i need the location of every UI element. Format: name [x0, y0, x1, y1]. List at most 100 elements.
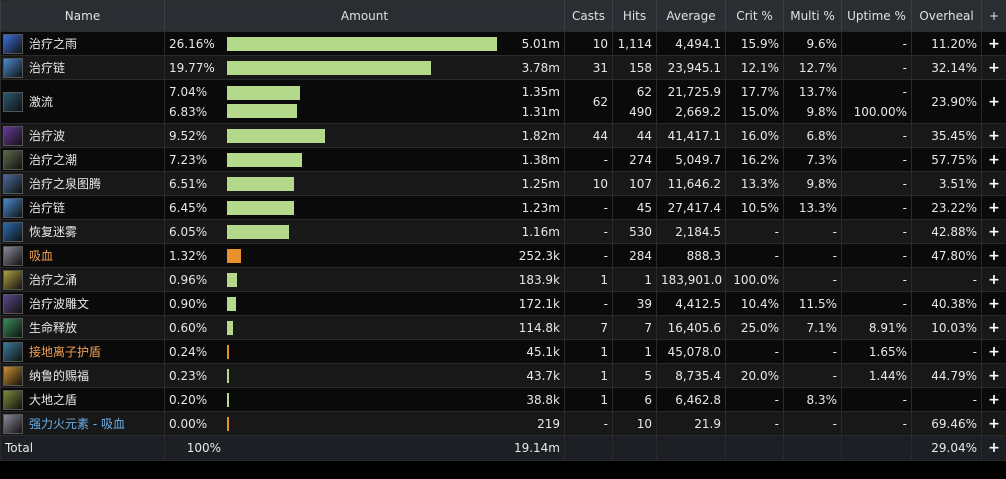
- uptime-cell: -: [841, 243, 912, 268]
- hits-value: 490: [629, 104, 652, 119]
- shield-icon: [3, 341, 23, 362]
- spell-name-cell[interactable]: 治疗波: [0, 123, 165, 148]
- table-row[interactable]: 治疗之泉图腾 6.51% 1.25m 10 107 11,646.2 13.3%…: [0, 171, 1006, 196]
- expand-row-button[interactable]: +: [981, 363, 1006, 388]
- col-average[interactable]: Average: [656, 0, 726, 32]
- expand-row-button[interactable]: +: [981, 339, 1006, 364]
- expand-row-button[interactable]: +: [981, 195, 1006, 220]
- table-row[interactable]: 纳鲁的赐福 0.23% 43.7k 1 5 8,735.4 20.0% - 1.…: [0, 363, 1006, 388]
- table-row[interactable]: 大地之盾 0.20% 38.8k 1 6 6,462.8 - 8.3% - - …: [0, 387, 1006, 412]
- overheal-cell: 40.38%: [911, 291, 982, 316]
- casts-cell: 44: [564, 123, 613, 148]
- percent-value: 0.20%: [169, 392, 208, 407]
- amount-cell: 6.05% 1.16m: [164, 219, 565, 244]
- table-row[interactable]: 强力火元素 - 吸血 0.00% 219 - 10 21.9 - - - 69.…: [0, 411, 1006, 436]
- hits-cell: 62 490: [612, 79, 657, 124]
- amount-cell: 1.32% 252.3k: [164, 243, 565, 268]
- overheal-cell: 23.90%: [911, 79, 982, 124]
- hits-value: 530: [629, 224, 652, 239]
- tide-icon: [3, 149, 23, 170]
- col-overheal[interactable]: Overheal: [911, 0, 982, 32]
- amount-bar: [227, 272, 237, 287]
- rain-icon: [3, 33, 23, 54]
- expand-row-button[interactable]: +: [981, 387, 1006, 412]
- amount-cell: 6.51% 1.25m: [164, 171, 565, 196]
- col-amount[interactable]: Amount: [164, 0, 565, 32]
- riptide-icon: [3, 91, 23, 112]
- expand-row-button[interactable]: +: [981, 291, 1006, 316]
- expand-row-button[interactable]: +: [981, 55, 1006, 80]
- col-crit[interactable]: Crit %: [725, 0, 784, 32]
- spell-name-cell[interactable]: 治疗之潮: [0, 147, 165, 172]
- spell-name-cell[interactable]: 接地离子护盾: [0, 339, 165, 364]
- spell-name-cell[interactable]: 治疗链: [0, 195, 165, 220]
- multi-value: 9.6%: [806, 36, 838, 51]
- multi-cell: -: [783, 339, 842, 364]
- amount-value: 5.01m: [521, 36, 560, 51]
- casts-value: 44: [592, 128, 608, 143]
- spell-name-cell[interactable]: 大地之盾: [0, 387, 165, 412]
- expand-row-button[interactable]: +: [981, 219, 1006, 244]
- table-row[interactable]: 激流 7.04% 6.83% 1.35m 1.31m 62 62 490 21,725…: [0, 79, 1006, 124]
- crit-cell: 15.9%: [725, 31, 784, 56]
- table-row[interactable]: 治疗之涌 0.96% 183.9k 1 1 183,901.0 100.0% -…: [0, 267, 1006, 292]
- table-row[interactable]: 治疗波雕文 0.90% 172.1k - 39 4,412.5 10.4% 11…: [0, 291, 1006, 316]
- earth-shield-icon: [3, 389, 23, 410]
- multi-cell: 11.5%: [783, 291, 842, 316]
- table-row[interactable]: 治疗链 6.45% 1.23m - 45 27,417.4 10.5% 13.3…: [0, 195, 1006, 220]
- expand-row-button[interactable]: +: [981, 123, 1006, 148]
- table-row[interactable]: 治疗链 19.77% 3.78m 31 158 23,945.1 12.1% 1…: [0, 55, 1006, 80]
- crit-cell: 25.0%: [725, 315, 784, 340]
- expand-row-button[interactable]: +: [981, 267, 1006, 292]
- spell-name-cell[interactable]: 治疗之涌: [0, 267, 165, 292]
- spell-name-cell[interactable]: 强力火元素 - 吸血: [0, 411, 165, 436]
- table-row[interactable]: 治疗波 9.52% 1.82m 44 44 41,417.1 16.0% 6.8…: [0, 123, 1006, 148]
- spell-name-cell[interactable]: 治疗之泉图腾: [0, 171, 165, 196]
- spell-name: 治疗之涌: [29, 273, 78, 287]
- col-uptime[interactable]: Uptime %: [841, 0, 912, 32]
- col-casts[interactable]: Casts: [564, 0, 613, 32]
- average-cell: 45,078.0: [656, 339, 726, 364]
- spell-name-cell[interactable]: 生命释放: [0, 315, 165, 340]
- expand-row-button[interactable]: +: [981, 243, 1006, 268]
- hits-value: 1: [644, 344, 652, 359]
- average-value: 21.9: [694, 416, 721, 431]
- expand-row-button[interactable]: +: [981, 171, 1006, 196]
- uptime-cell: 8.91%: [841, 315, 912, 340]
- casts-cell: 1: [564, 267, 613, 292]
- table-row[interactable]: 恢复迷雾 6.05% 1.16m - 530 2,184.5 - - - 42.…: [0, 219, 1006, 244]
- multi-cell: 7.1%: [783, 315, 842, 340]
- average-value: 41,417.1: [667, 128, 721, 143]
- spell-name-cell[interactable]: 恢复迷雾: [0, 219, 165, 244]
- uptime-cell: -: [841, 291, 912, 316]
- average-cell: 2,184.5: [656, 219, 726, 244]
- hits-cell: 530: [612, 219, 657, 244]
- average-value: 23,945.1: [667, 60, 721, 75]
- col-name[interactable]: Name: [0, 0, 165, 32]
- percent-value: 1.32%: [169, 248, 208, 263]
- spell-name-cell[interactable]: 吸血: [0, 243, 165, 268]
- spell-name-cell[interactable]: 治疗波雕文: [0, 291, 165, 316]
- table-row[interactable]: 吸血 1.32% 252.3k - 284 888.3 - - - 47.80%…: [0, 243, 1006, 268]
- spell-name-cell[interactable]: 治疗之雨: [0, 31, 165, 56]
- average-value: 21,725.9: [667, 84, 721, 99]
- table-row[interactable]: 治疗之雨 26.16% 5.01m 10 1,114 4,494.1 15.9%…: [0, 31, 1006, 56]
- table-row[interactable]: 接地离子护盾 0.24% 45.1k 1 1 45,078.0 - - 1.65…: [0, 339, 1006, 364]
- expand-row-button[interactable]: +: [981, 315, 1006, 340]
- casts-value: -: [603, 416, 608, 431]
- table-row[interactable]: 治疗之潮 7.23% 1.38m - 274 5,049.7 16.2% 7.3…: [0, 147, 1006, 172]
- col-multi[interactable]: Multi %: [783, 0, 842, 32]
- col-hits[interactable]: Hits: [612, 0, 657, 32]
- spell-name-cell[interactable]: 治疗链: [0, 55, 165, 80]
- spell-name-cell[interactable]: 激流: [0, 79, 165, 124]
- multi-cell: -: [783, 243, 842, 268]
- table-row[interactable]: 生命释放 0.60% 114.8k 7 7 16,405.6 25.0% 7.1…: [0, 315, 1006, 340]
- expand-row-button[interactable]: +: [981, 31, 1006, 56]
- col-plus[interactable]: +: [981, 0, 1006, 32]
- total-expand-button[interactable]: +: [981, 435, 1006, 461]
- percent-value: 7.04%: [169, 84, 208, 99]
- expand-row-button[interactable]: +: [981, 147, 1006, 172]
- spell-name-cell[interactable]: 纳鲁的赐福: [0, 363, 165, 388]
- expand-row-button[interactable]: +: [981, 79, 1006, 124]
- expand-row-button[interactable]: +: [981, 411, 1006, 436]
